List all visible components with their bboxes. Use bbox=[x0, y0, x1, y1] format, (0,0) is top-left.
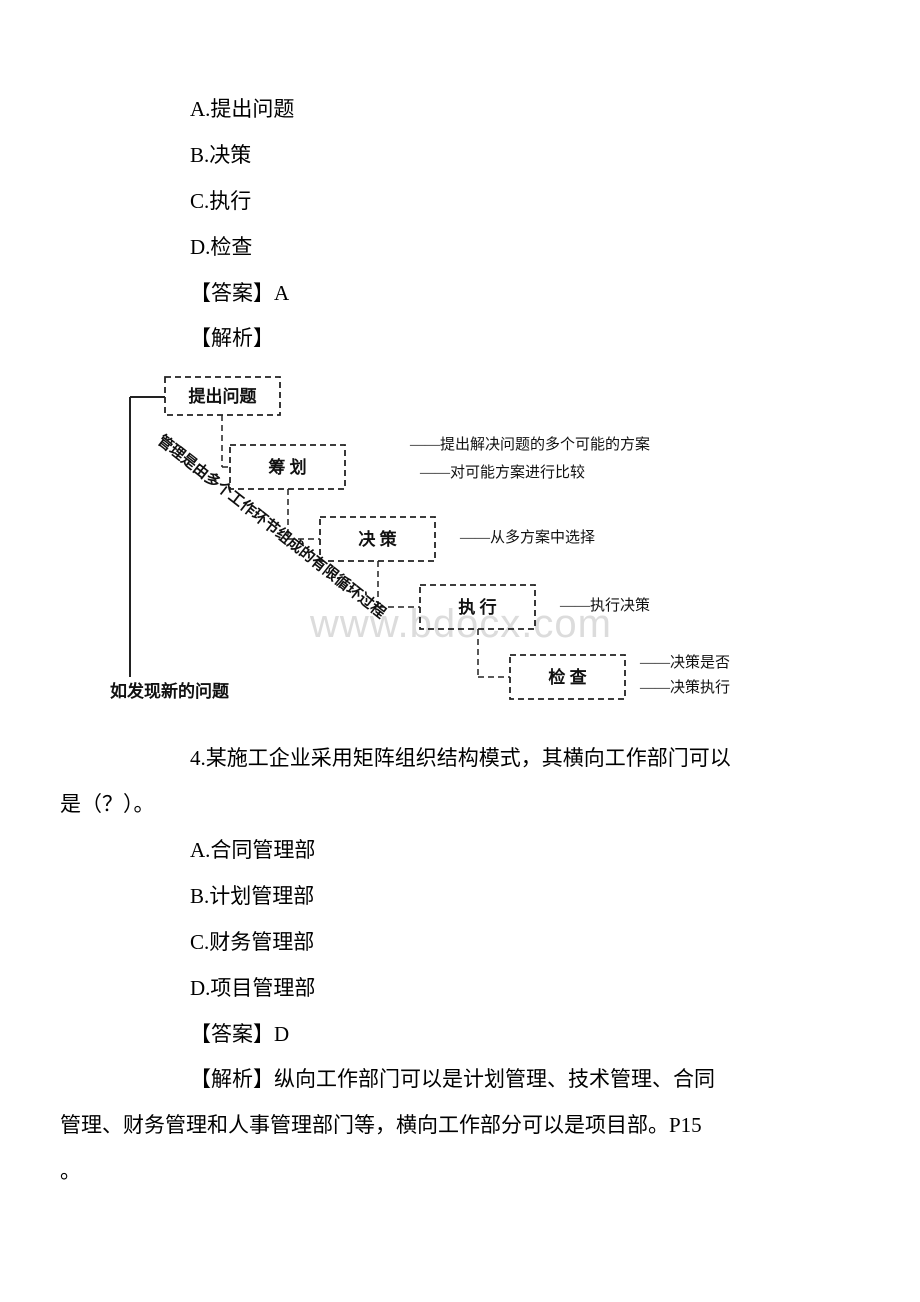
svg-text:——从多方案中选择: ——从多方案中选择 bbox=[459, 528, 595, 546]
svg-text:——决策是否执行: ——决策是否执行 bbox=[639, 654, 730, 671]
svg-text:如发现新的问题: 如发现新的问题 bbox=[110, 681, 230, 701]
q4-option-d: D.项目管理部 bbox=[190, 969, 860, 1009]
q4-option-a: A.合同管理部 bbox=[190, 831, 860, 871]
q3-answer: 【答案】A bbox=[190, 274, 860, 314]
svg-text:筹 划: 筹 划 bbox=[268, 457, 306, 477]
q4-stem-line2: 是（？）。 bbox=[60, 785, 860, 825]
q4-stem-line1: 4.某施工企业采用矩阵组织结构模式，其横向工作部门可以 bbox=[190, 739, 860, 779]
q3-option-b: B.决策 bbox=[190, 136, 860, 176]
q4-analysis-line2: 管理、财务管理和人事管理部门等，横向工作部分可以是项目部。P15 bbox=[60, 1106, 860, 1146]
svg-text:执 行: 执 行 bbox=[458, 597, 496, 617]
svg-text:提出问题: 提出问题 bbox=[189, 386, 258, 406]
q4-analysis-line3: 。 bbox=[60, 1152, 860, 1192]
svg-text:检 查: 检 查 bbox=[548, 667, 587, 687]
q3-option-a: A.提出问题 bbox=[190, 90, 860, 130]
svg-text:决 策: 决 策 bbox=[358, 529, 397, 549]
svg-text:——执行决策: ——执行决策 bbox=[559, 597, 650, 614]
q4-option-c: C.财务管理部 bbox=[190, 923, 860, 963]
management-cycle-diagram: www.bdocx.com提出问题筹 划决 策执 行检 查——提出解决问题的多个… bbox=[110, 367, 860, 731]
q4-analysis-line1: 【解析】纵向工作部门可以是计划管理、技术管理、合同 bbox=[190, 1060, 860, 1100]
svg-text:——决策执行效果: ——决策执行效果 bbox=[639, 679, 730, 696]
q3-analysis-label: 【解析】 bbox=[190, 319, 860, 359]
q3-option-d: D.检查 bbox=[190, 228, 860, 268]
q4-option-b: B.计划管理部 bbox=[190, 877, 860, 917]
svg-text:——提出解决问题的多个可能的方案: ——提出解决问题的多个可能的方案 bbox=[409, 435, 650, 453]
q3-option-c: C.执行 bbox=[190, 182, 860, 222]
svg-text:——对可能方案进行比较: ——对可能方案进行比较 bbox=[419, 463, 585, 481]
diagram-svg: www.bdocx.com提出问题筹 划决 策执 行检 查——提出解决问题的多个… bbox=[110, 367, 730, 717]
q4-answer: 【答案】D bbox=[190, 1015, 860, 1055]
document-page: A.提出问题 B.决策 C.执行 D.检查 【答案】A 【解析】 www.bdo… bbox=[0, 0, 920, 1258]
